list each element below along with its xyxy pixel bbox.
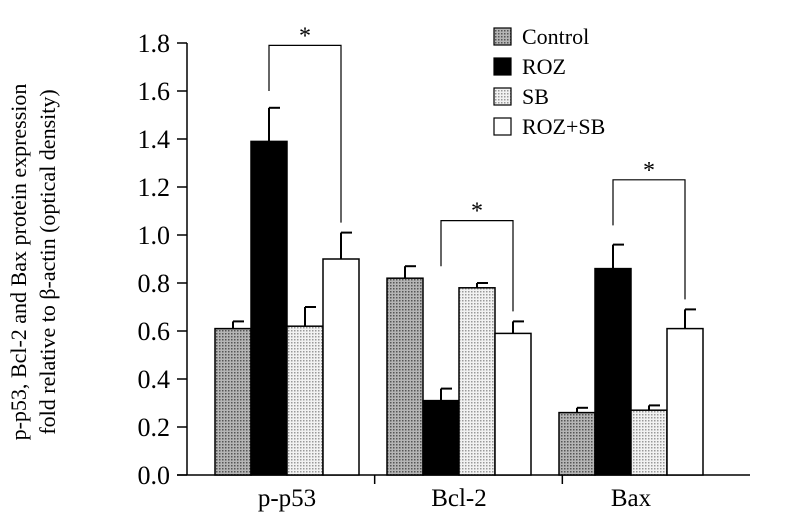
- bar-control: [386, 277, 424, 476]
- legend: Control ROZ SB ROZ+SB: [493, 24, 605, 139]
- bar-control: [558, 411, 596, 476]
- significance-asterisk: *: [471, 199, 483, 225]
- y-tick-label: 0.2: [138, 413, 171, 442]
- legend-swatch: [493, 87, 512, 106]
- bar-roz-sb: [322, 258, 360, 476]
- legend-swatch: [493, 27, 512, 46]
- bar-roz-sb: [666, 327, 704, 476]
- bar-roz: [422, 399, 460, 476]
- legend-label: ROZ+SB: [522, 114, 605, 139]
- y-tick-label: 0.0: [138, 461, 171, 490]
- y-axis-label-line-2: fold relative to β-actin (optical densit…: [35, 89, 60, 434]
- x-tick-label: Bcl-2: [431, 485, 487, 512]
- legend-label: SB: [522, 84, 549, 109]
- axes: 0.0 0.2 0.4 0.6 0.8 1.0 1.2 1.4 1.6 1.8 p-p53 Bcl-2…: [138, 29, 750, 512]
- y-tick-label: 0.6: [138, 317, 171, 346]
- y-tick-label: 1.0: [138, 221, 171, 250]
- y-tick-label: 1.4: [138, 125, 171, 154]
- bars: [214, 106, 704, 476]
- x-tick-label: p-p53: [258, 485, 316, 512]
- y-tick-label: 0.8: [138, 269, 171, 298]
- significance-asterisk: *: [299, 23, 311, 49]
- y-tick-label: 0.4: [138, 365, 171, 394]
- bar-roz-sb: [494, 332, 532, 476]
- bar-sb: [630, 409, 668, 476]
- bar-sb: [286, 325, 324, 476]
- y-tick-label: 1.2: [138, 173, 171, 202]
- bar-roz: [250, 140, 288, 476]
- y-tick-label: 1.6: [138, 77, 171, 106]
- y-tick-label: 1.8: [138, 29, 171, 58]
- legend-swatch: [493, 117, 512, 136]
- x-tick-label: Bax: [611, 485, 652, 512]
- bar-control: [214, 327, 252, 476]
- significance-bracket: [440, 220, 514, 312]
- bar-roz: [594, 267, 632, 476]
- legend-label: ROZ: [522, 54, 566, 79]
- legend-swatch: [493, 57, 512, 76]
- significance-annotations: * * *: [268, 23, 686, 312]
- significance-bracket: [268, 44, 342, 223]
- bar-sb: [458, 287, 496, 476]
- y-axis-label: p-p53, Bcl-2 and Bax protein expression …: [6, 84, 60, 441]
- significance-bracket: [612, 179, 686, 300]
- y-axis-label-line-1: p-p53, Bcl-2 and Bax protein expression: [6, 84, 31, 441]
- significance-asterisk: *: [643, 158, 655, 184]
- legend-label: Control: [522, 24, 589, 49]
